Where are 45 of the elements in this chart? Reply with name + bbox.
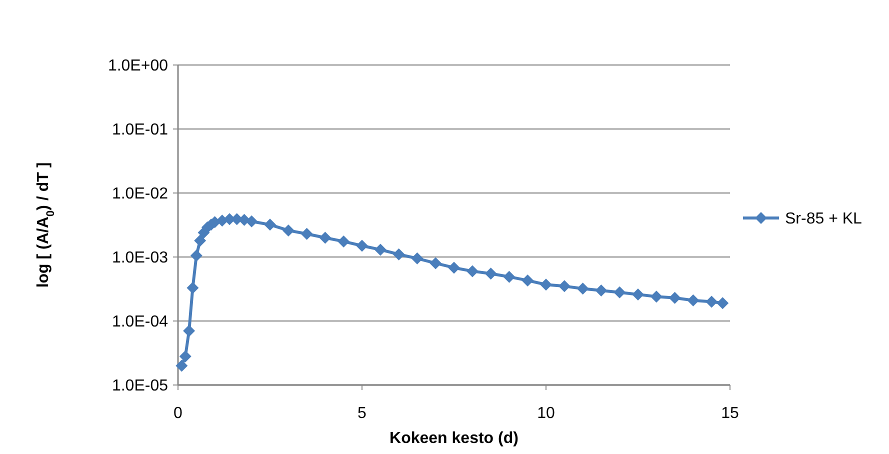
point <box>706 296 718 308</box>
point <box>194 234 206 247</box>
point <box>356 240 368 252</box>
point <box>183 324 196 337</box>
point <box>430 257 442 270</box>
point <box>650 290 662 303</box>
point <box>246 215 258 228</box>
point <box>319 232 332 244</box>
point <box>300 228 313 240</box>
y-tick-label: 1.0E-05 <box>112 378 168 395</box>
x-axis-title: Kokeen kesto (d) <box>390 430 518 447</box>
point <box>540 278 552 291</box>
point <box>282 224 294 236</box>
point <box>190 250 202 262</box>
point <box>466 265 478 278</box>
point <box>176 360 188 372</box>
point <box>687 294 700 306</box>
point <box>264 218 276 231</box>
point <box>448 262 460 274</box>
point <box>522 274 534 286</box>
point <box>632 288 644 300</box>
point <box>186 282 199 294</box>
y-tick-label: 1.0E-01 <box>112 122 168 139</box>
point <box>392 248 405 260</box>
x-tick-label: 15 <box>721 405 739 422</box>
point <box>411 252 424 264</box>
point <box>716 297 729 310</box>
y-tick-label: 1.0E-02 <box>112 186 168 203</box>
y-tick-label: 1.0E-04 <box>112 314 168 331</box>
point <box>484 268 497 280</box>
point <box>595 284 608 296</box>
point <box>338 235 350 248</box>
x-tick-label: 10 <box>537 405 555 422</box>
point <box>374 244 386 256</box>
point <box>558 280 570 292</box>
legend-label: Sr-85 + KL <box>785 210 862 228</box>
y-tick-label: 1.0E+00 <box>108 58 168 75</box>
x-tick-label: 5 <box>358 405 367 422</box>
x-tick-label: 0 <box>174 405 183 422</box>
point <box>576 282 589 295</box>
y-tick-label: 1.0E-03 <box>112 250 168 267</box>
point <box>614 286 626 298</box>
point <box>179 350 192 362</box>
point <box>668 292 681 304</box>
point <box>503 270 516 283</box>
